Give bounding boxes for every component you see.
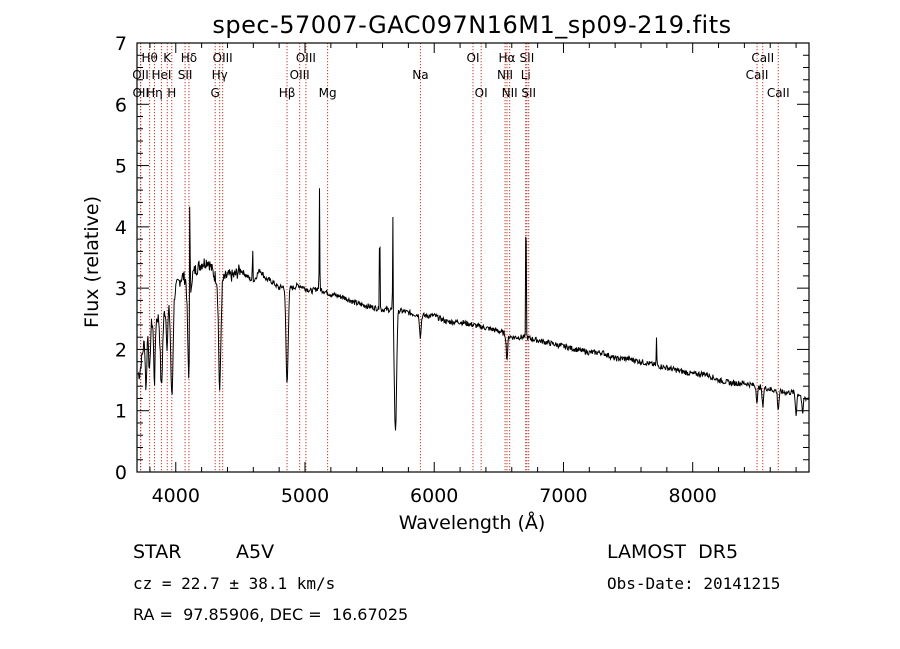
spectral-line-label: NII xyxy=(502,86,518,100)
spectral-line-label: OI xyxy=(467,51,480,65)
x-tick-label: 5000 xyxy=(281,485,329,507)
spectral-line-label: G xyxy=(211,86,220,100)
spectral-line-label: CaII xyxy=(746,68,769,82)
spectral-line-label: Mg xyxy=(319,86,337,100)
spectral-line-label: NII xyxy=(497,68,513,82)
spectral-line-label: OIII xyxy=(213,51,233,65)
spectral-line-label: OI xyxy=(475,86,488,100)
spectral-line-label: Na xyxy=(412,68,428,82)
spectral-line-label: SII xyxy=(521,86,536,100)
spectral-line-label: SII xyxy=(520,51,535,65)
y-tick-label: 6 xyxy=(115,94,127,116)
spectral-line-label: SII xyxy=(178,68,193,82)
spectral-line-label: Li xyxy=(521,68,531,82)
spectral-line-label: CaII xyxy=(751,51,774,65)
spectral-line-label: Hα xyxy=(499,51,516,65)
spectral-line-label: HeI xyxy=(151,68,171,82)
spectral-line-label: Hθ xyxy=(141,51,157,65)
object-subclass: A5V xyxy=(236,541,275,563)
spectral-line-label: CaII xyxy=(767,86,790,100)
y-tick-label: 3 xyxy=(115,278,127,300)
spectral-line-label: K xyxy=(163,51,172,65)
y-tick-label: 4 xyxy=(115,217,127,239)
y-tick-label: 1 xyxy=(115,401,127,423)
spectral-line-label: OII xyxy=(132,68,149,82)
chart-title: spec-57007-GAC097N16M1_sp09-219.fits xyxy=(212,11,731,39)
spectrum-line xyxy=(137,188,809,431)
x-tick-label: 6000 xyxy=(410,485,458,507)
object-class: STAR xyxy=(133,541,182,563)
y-axis-label: Flux (relative) xyxy=(81,196,103,328)
x-tick-label: 7000 xyxy=(539,485,587,507)
x-tick-label: 4000 xyxy=(152,485,200,507)
x-axis-label: Wavelength (Å) xyxy=(399,511,546,534)
sky-coordinates: RA = 97.85906, DEC = 16.67025 xyxy=(133,605,409,624)
y-tick-label: 0 xyxy=(115,462,127,484)
y-tick-label: 7 xyxy=(115,33,127,55)
y-tick-label: 5 xyxy=(115,156,127,178)
spectrum-series xyxy=(137,188,809,431)
observation-date: Obs-Date: 20141215 xyxy=(607,574,781,593)
spectral-line-label: OIII xyxy=(290,68,310,82)
survey-release: LAMOST DR5 xyxy=(607,541,739,563)
spectral-line-label: Hγ xyxy=(212,68,228,82)
y-tick-label: 2 xyxy=(115,339,127,361)
plot-frame xyxy=(136,42,810,473)
x-tick-label: 8000 xyxy=(669,485,717,507)
axes: 4000 5000 6000 7000 8000 0 1 2 3 4 5 6 7 xyxy=(115,33,809,507)
spectral-line-label: H xyxy=(167,86,176,100)
spectral-line-label: Hη xyxy=(146,86,163,100)
spectral-line-label: Hβ xyxy=(279,86,296,100)
spectral-line-label: OIII xyxy=(296,51,316,65)
redshift-velocity: cz = 22.7 ± 38.1 km/s xyxy=(133,574,336,593)
spectral-line-label: Hδ xyxy=(181,51,197,65)
